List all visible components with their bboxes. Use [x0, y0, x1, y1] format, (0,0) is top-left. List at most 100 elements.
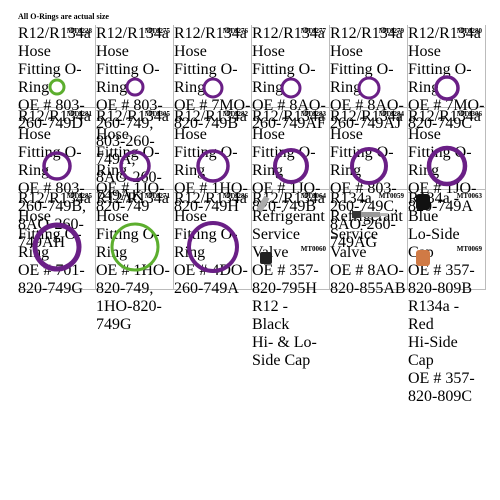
text-line: R12/R134a Hose — [252, 25, 325, 60]
text-line: R12/R134a Hose — [330, 108, 403, 143]
product-image — [187, 221, 239, 273]
icon-part — [110, 222, 160, 272]
product-cell: MT0275 R12/R134a Hose Fitting O-Ring OE # 8… — [96, 25, 174, 204]
product-cell: MT0305 R12/R134a Hose Fitting O-Ring OE # 1… — [96, 108, 174, 215]
product-cell: MT0306 R12/R134a Hose Fitting O-Ring OE # 1… — [408, 108, 486, 215]
product-cell: MT0277 R12/R134a Hose Fitting O-Ring OE # 8… — [252, 25, 330, 132]
icon-part — [125, 77, 145, 97]
text-line: OE # 1JO-820-749B — [252, 180, 321, 215]
product-image — [110, 222, 160, 272]
product-image — [357, 76, 381, 100]
item-code: MT0305 — [144, 110, 170, 118]
product-image — [434, 75, 460, 101]
item-code: MT0059 — [378, 192, 404, 200]
description: R12/R134a Hose Fitting O-Ring OE # 1JO-820… — [408, 108, 485, 216]
item-code: MT0228 — [66, 27, 92, 35]
text-line: R12/R134a Refrigerant — [252, 190, 325, 225]
text-line: OE # 357-820-809B — [408, 262, 475, 297]
icon-part — [260, 252, 272, 264]
item-code: MT0277 — [300, 27, 326, 35]
item-code: MT0282 — [222, 110, 248, 118]
product-image — [42, 151, 72, 181]
text-line: R12/R134a Hose — [174, 25, 247, 60]
text-line: OE # 803-260-749D — [18, 97, 85, 132]
item-code: MT0069 — [456, 245, 482, 253]
product-cell: MT0284 R12/R134a Hose Fitting O-Ring OE # 8… — [330, 108, 408, 251]
text-line: Fitting O-Ring — [96, 61, 160, 96]
product-cell: MT0285 R12/R134a Hose Fitting O-Ring OE # 7… — [18, 190, 96, 297]
text-line: 1HO-820-749G — [96, 298, 162, 333]
icon-part — [119, 150, 151, 182]
product-cell: MT0228 R12/R134a Hose Fitting O-Ring OE # 8… — [18, 25, 96, 132]
product-cell: MT0271 R12/R134a Hose Fitting O-Ring OE # 1… — [96, 190, 174, 333]
text-line: Service Valve — [330, 226, 378, 261]
text-line: R12/R134a Hose — [18, 108, 91, 143]
description: R12/R134a Hose Fitting O-Ring OE # 803-260… — [18, 25, 95, 133]
description: R12/R134a Hose Fitting O-Ring OE # 701-820… — [18, 190, 95, 298]
item-code: MT0283 — [300, 110, 326, 118]
text-line: OE # 357-820-795H — [252, 262, 319, 297]
product-cell: MT0283 R12/R134a Hose Fitting O-Ring OE # 1… — [252, 108, 330, 215]
icon-part — [434, 75, 460, 101]
icon-part — [350, 147, 388, 185]
product-image — [32, 222, 82, 272]
icon-part — [416, 194, 430, 210]
icon-part — [48, 78, 66, 96]
item-code: MT0279 — [378, 27, 404, 35]
text-line: OE # 7MO-820-749C — [408, 97, 485, 132]
product-image — [350, 147, 388, 185]
text-line: R12/R134a Hose — [96, 190, 169, 225]
product-image — [48, 78, 66, 96]
text-line: R134a - Red — [408, 298, 460, 333]
icon-part — [280, 77, 302, 99]
text-line: R12/R134a Hose — [408, 108, 481, 143]
text-line: OE # 7MO-820-749B — [174, 97, 251, 132]
text-line: OE # 8AO-820-855AB — [330, 262, 406, 297]
product-image — [416, 194, 430, 266]
description: R12/R134a Hose Fitting O-Ring OE # 1HO-820… — [96, 190, 173, 334]
product-image — [125, 77, 145, 97]
description: R12/R134a Hose Fitting O-Ring OE # 8AO-260… — [330, 25, 407, 133]
text-line: Fitting O-Ring — [252, 61, 316, 96]
item-code: MT0063 — [456, 192, 482, 200]
icon-part — [426, 145, 468, 187]
product-cell: MT0281 R12/R134a Hose Fitting O-Ring OE # 8… — [18, 108, 96, 251]
product-image — [256, 195, 272, 264]
text-line: R12/R134a Hose — [96, 108, 169, 143]
product-cell: MT0286 R12/R134a Hose Fitting O-Ring OE # 4… — [174, 190, 252, 297]
item-code: MT0284 — [378, 110, 404, 118]
text-line: Fitting O-Ring — [18, 61, 82, 96]
product-cell: MT0282 R12/R134a Hose Fitting O-Ring OE # 1… — [174, 108, 252, 215]
text-line: OE # 1JO-820-749 — [96, 180, 165, 215]
icon-part — [357, 76, 381, 100]
item-code: MT0281 — [66, 110, 92, 118]
item-code: MT0276 — [222, 27, 248, 35]
item-code: MT0275 — [144, 27, 170, 35]
product-image — [119, 150, 151, 182]
text-line: R12 - Black — [252, 298, 290, 333]
text-line: R12/R134a Hose — [18, 190, 91, 225]
product-cell: MT0279 R12/R134a Hose Fitting O-Ring OE # 8… — [330, 25, 408, 132]
text-line: OE # 1HO-820-749H — [174, 180, 248, 215]
text-line: OE # 357-820-809C — [408, 370, 475, 405]
description: R12/R134a Hose Fitting O-Ring OE # 8AO-260… — [252, 25, 329, 133]
text-line: 8AO-260-749AG — [330, 216, 396, 251]
icon-part — [187, 221, 239, 273]
text-line: OE # 1HO-820-749, — [96, 262, 170, 297]
icon-part — [273, 148, 309, 184]
icon-part — [360, 212, 380, 217]
text-line: R12/R134a Hose — [174, 108, 247, 143]
icon-part — [380, 213, 388, 216]
item-code: MT0060 — [300, 245, 326, 253]
product-image — [280, 77, 302, 99]
text-line: R12/R134a Hose — [96, 25, 169, 60]
product-cell: MT0280 R12/R134a Hose Fitting O-Ring OE # 7… — [408, 25, 486, 132]
text-line: R12/R134a Hose — [330, 25, 403, 60]
description: R12/R134a Hose Fitting O-Ring OE # 1HO-820… — [174, 108, 251, 216]
product-image — [196, 149, 230, 183]
